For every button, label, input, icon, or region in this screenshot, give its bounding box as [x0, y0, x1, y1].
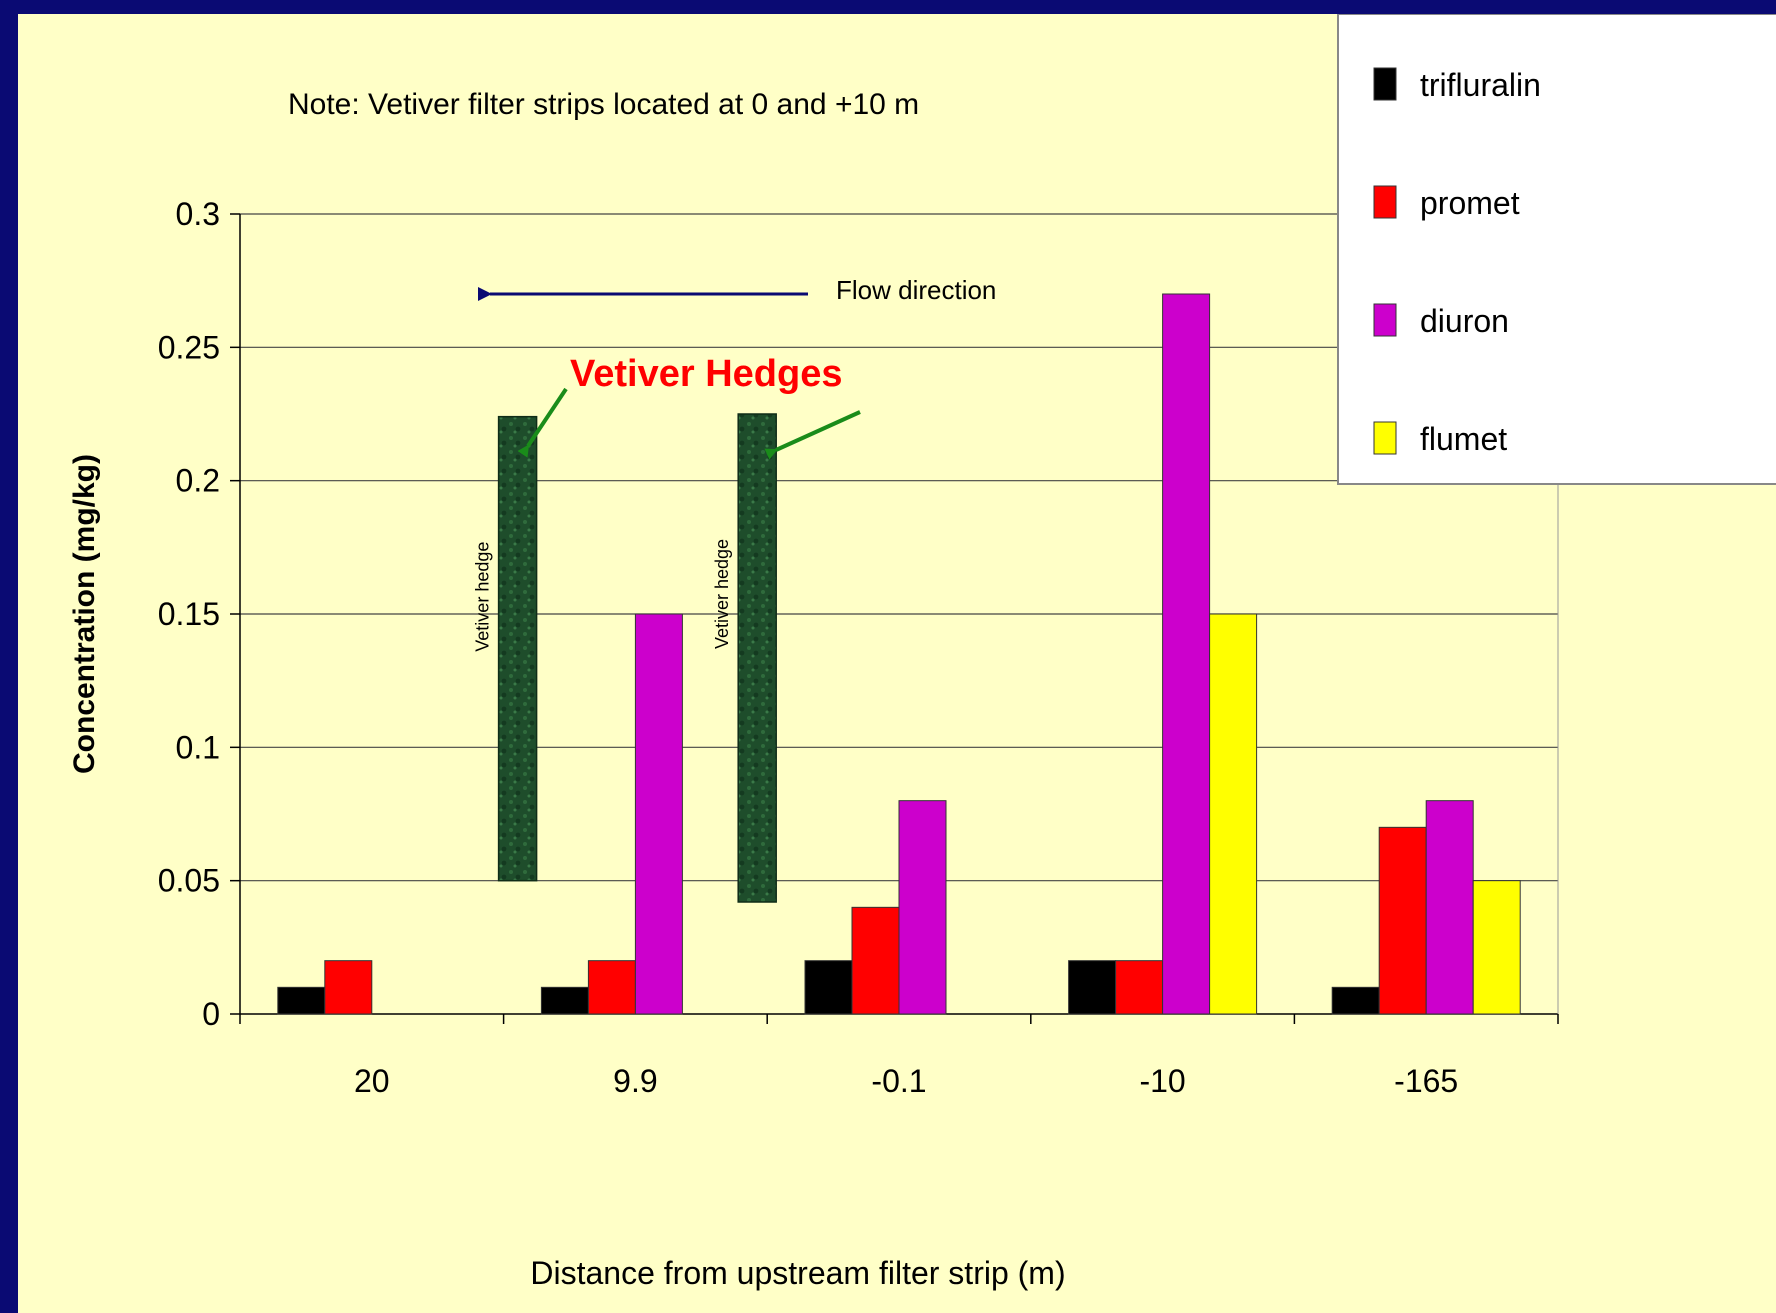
y-tick-labels: 0 0.05 0.1 0.15 0.2 0.25 0.3	[158, 196, 240, 1032]
flow-direction-label: Flow direction	[836, 275, 996, 305]
bar-promet-20	[324, 960, 373, 1015]
annotation-arrow-2	[764, 410, 861, 460]
vetiver-hedges-annotation: Vetiver Hedges	[570, 353, 842, 395]
gridlines	[240, 213, 1558, 882]
y-tick-label: 0.2	[176, 463, 220, 499]
chart-frame: Vetiver hedge Vetiver hedge 0 0.05 0.1 0.15 0…	[18, 14, 1776, 1313]
bar-flumet--165	[1472, 880, 1521, 1015]
legend-label-promet: promet	[1420, 185, 1520, 221]
vetiver-hedge-bar	[497, 415, 538, 882]
y-tick-label: 0.25	[158, 329, 220, 365]
bar-trifluralin-20	[277, 986, 326, 1015]
vetiver-hedge-label: Vetiver hedge	[712, 539, 732, 649]
bar-trifluralin--165	[1331, 986, 1380, 1015]
y-axis-label: Concentration (mg/kg)	[68, 454, 101, 774]
y-tick-label: 0.3	[176, 196, 220, 232]
y-tick-label: 0.05	[158, 863, 220, 899]
vetiver-hedge-label: Vetiver hedge	[473, 542, 493, 652]
bar-trifluralin--0.1	[804, 960, 853, 1015]
legend-swatch-promet	[1373, 185, 1397, 219]
x-axis-label: Distance from upstream filter strip (m)	[530, 1255, 1065, 1291]
bar-flumet--10	[1209, 613, 1258, 1015]
y-tick-label: 0.15	[158, 596, 220, 632]
x-tick-labels: 20 9.9 -0.1 -10 -165	[239, 1014, 1559, 1099]
bar-diuron--0.1	[898, 800, 947, 1015]
bar-chart: Vetiver hedge Vetiver hedge 00.050.10.150…	[68, 14, 1776, 1291]
bar-promet--165	[1378, 826, 1427, 1015]
x-tick-label: 9.9	[613, 1063, 657, 1099]
legend-swatch-trifluralin	[1373, 67, 1397, 101]
bar-promet-9.9	[587, 960, 636, 1015]
y-tick-label: 0.1	[176, 729, 220, 765]
bars	[277, 293, 1521, 1015]
annotation-arrow-1	[517, 387, 568, 458]
x-tick-label: -0.1	[871, 1063, 926, 1099]
legend-swatch-flumet	[1373, 421, 1397, 455]
bar-promet--0.1	[851, 906, 900, 1015]
bar-trifluralin--10	[1068, 960, 1117, 1015]
vetiver-hedge-bar	[737, 413, 777, 903]
bar-promet--10	[1115, 960, 1164, 1015]
legend-label-flumet: flumet	[1420, 421, 1507, 457]
x-tick-label: -165	[1394, 1063, 1458, 1099]
bar-diuron--10	[1162, 293, 1211, 1015]
x-tick-label: -10	[1139, 1063, 1185, 1099]
legend: trifluralin promet diuron flumet	[1337, 14, 1776, 485]
legend-box	[1337, 14, 1776, 485]
legend-swatch-diuron	[1373, 303, 1397, 337]
chart-note: Note: Vetiver filter strips located at 0…	[288, 88, 919, 121]
bar-diuron--165	[1425, 800, 1474, 1015]
legend-label-trifluralin: trifluralin	[1420, 67, 1541, 103]
bar-trifluralin-9.9	[540, 986, 589, 1015]
y-tick-label: 0	[202, 996, 220, 1032]
x-tick-label: 20	[354, 1063, 390, 1099]
legend-label-diuron: diuron	[1420, 303, 1509, 339]
bar-diuron-9.9	[634, 613, 683, 1015]
vetiver-hedges: Vetiver hedge Vetiver hedge	[473, 413, 777, 903]
